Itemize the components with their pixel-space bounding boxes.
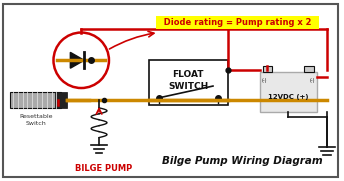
Bar xyxy=(304,66,314,72)
Text: Switch: Switch xyxy=(25,121,46,126)
Text: Diode rating = Pump rating x 2: Diode rating = Pump rating x 2 xyxy=(158,18,318,27)
Text: Resettable: Resettable xyxy=(19,114,52,119)
Bar xyxy=(149,60,228,105)
Polygon shape xyxy=(70,52,84,68)
Text: FLOAT: FLOAT xyxy=(172,70,204,79)
Text: SWITCH: SWITCH xyxy=(168,82,208,90)
Bar xyxy=(55,92,67,108)
Bar xyxy=(262,66,272,72)
Text: 12VDC (+): 12VDC (+) xyxy=(268,94,309,100)
Circle shape xyxy=(54,33,109,88)
Text: (-): (-) xyxy=(262,78,267,83)
Text: Bilge Pump Wiring Diagram: Bilge Pump Wiring Diagram xyxy=(162,156,323,166)
Text: BILGE PUMP: BILGE PUMP xyxy=(75,164,133,173)
Bar xyxy=(259,72,317,112)
Bar xyxy=(10,92,62,108)
Text: (-): (-) xyxy=(309,78,315,83)
